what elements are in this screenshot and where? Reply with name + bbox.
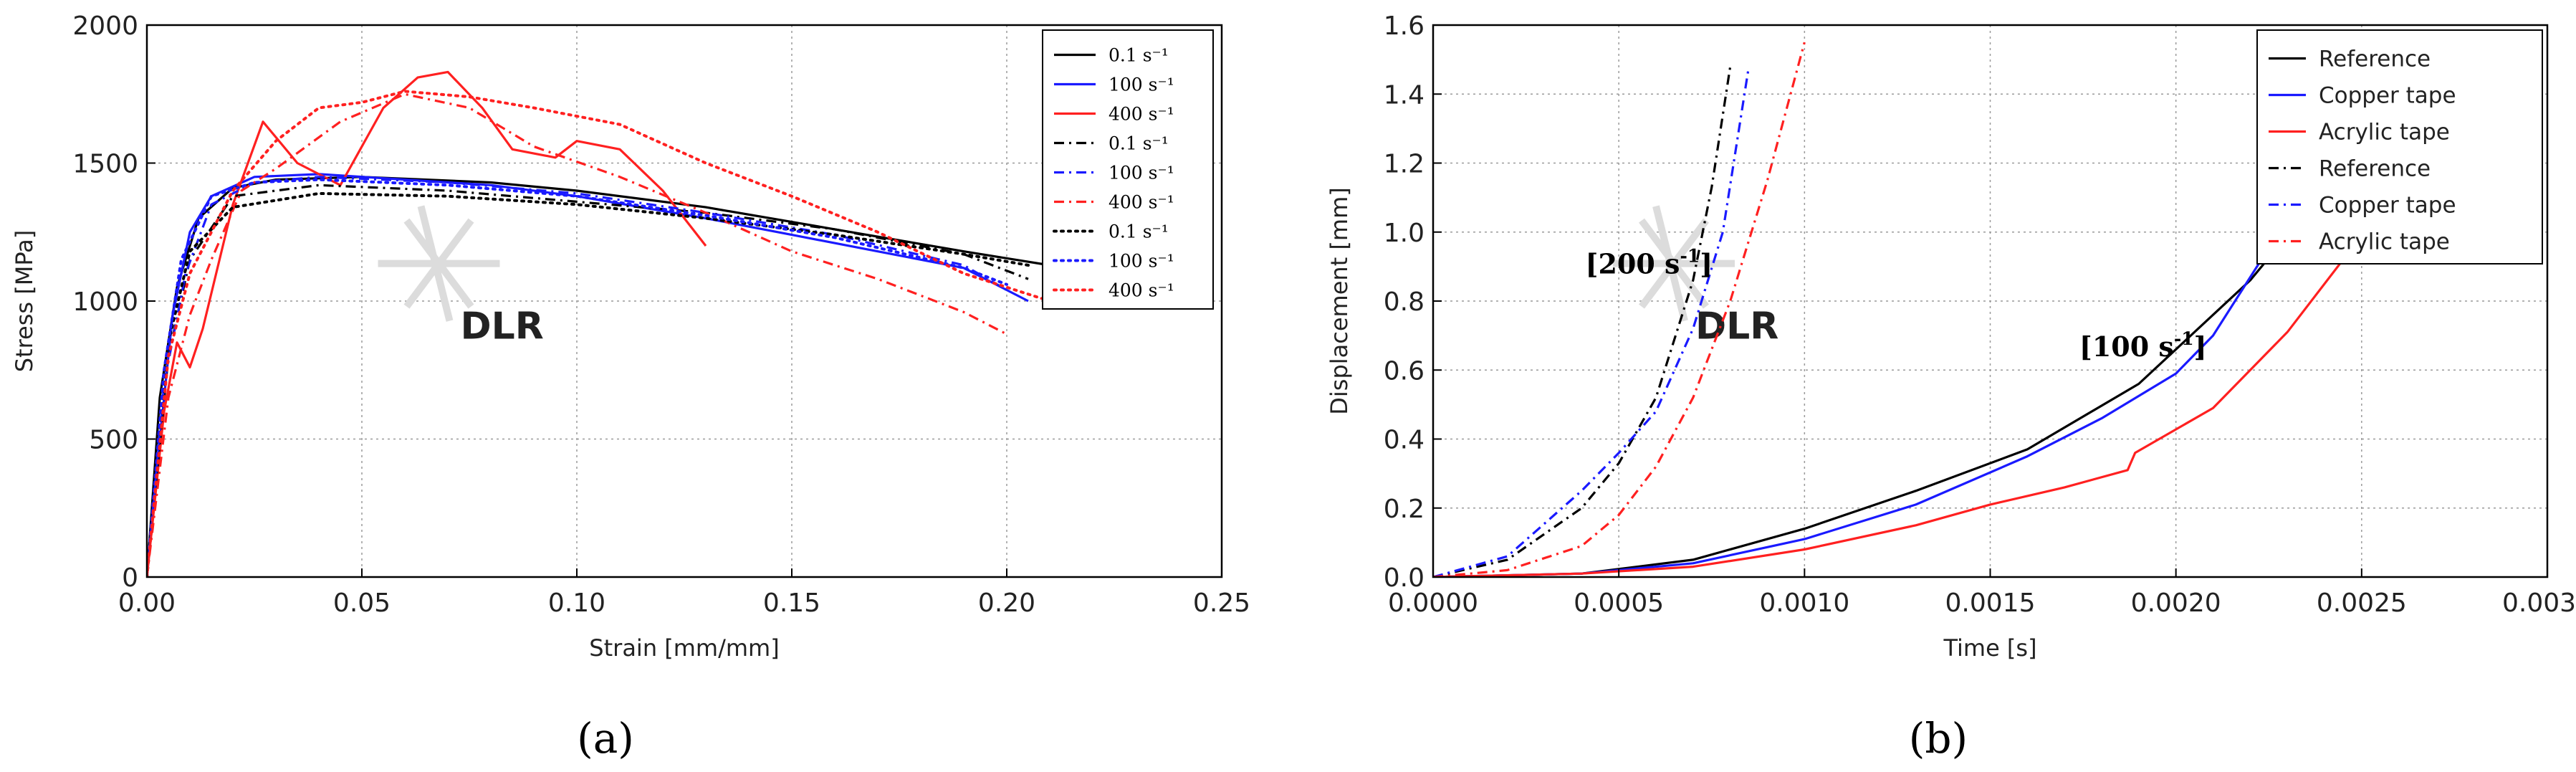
legend-label: 400 s⁻¹	[1109, 104, 1174, 125]
panel-b-displacement-time: DLR 0.0000 0.0005 0.0010 0.0015 0.0020 0.0025…	[1326, 11, 2576, 763]
legend-label: 100 s⁻¹	[1109, 163, 1174, 184]
watermark-text: DLR	[461, 305, 544, 348]
series-line-7	[147, 191, 1030, 577]
legend-box	[2256, 29, 2543, 265]
annotation-bracket: ]	[2194, 330, 2207, 363]
annotation-exponent: -1	[1680, 246, 1700, 267]
legend-label: Reference	[2319, 47, 2431, 72]
series-line-2	[147, 173, 1029, 577]
legend-box	[1042, 29, 1214, 310]
panel-b-y-axis-label: Displacement [mm]	[1326, 187, 1353, 414]
rate-annotation: [200 s-1]	[1586, 246, 1713, 280]
x-tick-label: 0.0025	[2317, 588, 2407, 618]
y-tick-label: 0.8	[1384, 287, 1425, 317]
legend-label: Acrylic tape	[2319, 120, 2450, 146]
panel-b-ticks: 0.0000 0.0005 0.0010 0.0015 0.0020 0.0025 0.00…	[1384, 11, 2576, 618]
panel-a-y-axis-label: Stress [MPa]	[11, 230, 38, 373]
panel-b-legend: Reference Copper tape Acrylic tape Referenc…	[2256, 29, 2543, 265]
y-tick-label: 1.4	[1384, 80, 1425, 110]
dlr-logo-icon	[378, 205, 500, 322]
x-tick-label: 0.05	[333, 588, 391, 618]
y-tick-label: 0	[122, 563, 138, 593]
x-tick-label: 0.10	[548, 588, 605, 618]
series-line-5	[147, 176, 1007, 577]
panel-a-stress-strain: DLR 0.00 0.05 0.10 0.15 0.20 0.25 0 500 1000 1500…	[11, 11, 1250, 763]
y-tick-label: 1.6	[1384, 11, 1425, 41]
legend-label: Reference	[2319, 156, 2431, 182]
y-tick-label: 1000	[72, 287, 138, 317]
legend-label: 0.1 s⁻¹	[1109, 133, 1169, 154]
x-tick-label: 0.15	[763, 588, 820, 618]
panel-b-annotations: [200 s-1][100 s-1]	[1586, 246, 2207, 363]
dlr-logo-icon	[1613, 205, 1735, 322]
annotation-exponent: -1	[2174, 328, 2194, 349]
y-tick-label: 2000	[72, 11, 138, 41]
rate-annotation: [100 s-1]	[2079, 328, 2207, 363]
x-tick-label: 0.0015	[1945, 588, 2036, 618]
series-line-3	[147, 70, 707, 577]
panel-b-x-axis-label: Time [s]	[1943, 634, 2036, 662]
series-line-1	[147, 176, 1050, 577]
series-line-1	[1433, 189, 2326, 577]
series-line-4	[1433, 66, 1732, 577]
x-tick-label: 0.0010	[1759, 588, 1849, 618]
legend-label: Copper tape	[2319, 83, 2456, 109]
y-tick-label: 1500	[72, 150, 138, 179]
y-tick-label: 0.4	[1384, 426, 1425, 455]
x-tick-label: 0.0000	[1388, 588, 1478, 618]
x-tick-label: 0.25	[1193, 588, 1250, 618]
y-tick-label: 0.0	[1384, 563, 1425, 593]
annotation-bracket: ]	[1700, 248, 1713, 280]
watermark-text: DLR	[1695, 305, 1778, 348]
annotation-text: [100 s	[2079, 330, 2174, 363]
series-line-5	[1433, 66, 1751, 577]
legend-label: Copper tape	[2319, 193, 2456, 219]
legend-label: 400 s⁻¹	[1109, 280, 1174, 301]
panel-b-dlr-watermark: DLR	[1613, 205, 1778, 348]
panel-b-series	[1433, 42, 2345, 577]
panel-a-series	[147, 70, 1051, 577]
series-line-8	[147, 178, 1008, 577]
y-tick-label: 1.0	[1384, 219, 1425, 248]
x-tick-label: 0.0020	[2131, 588, 2221, 618]
panel-a-caption: (a)	[577, 714, 634, 763]
legend-label: 0.1 s⁻¹	[1109, 45, 1169, 66]
legend-label: 100 s⁻¹	[1109, 251, 1174, 272]
panel-a-dlr-watermark: DLR	[378, 205, 544, 348]
panel-a-legend: 0.1 s⁻¹ 100 s⁻¹ 400 s⁻¹ 0.1 s⁻¹ 100 s⁻¹ 400 s…	[1042, 29, 1214, 310]
series-line-4	[147, 184, 1029, 577]
series-line-6	[1433, 42, 1806, 577]
series-line-2	[1433, 259, 2263, 577]
panel-a-ticks: 0.00 0.05 0.10 0.15 0.20 0.25 0 500 1000 1500 2000	[72, 11, 1250, 618]
legend-label: 400 s⁻¹	[1109, 192, 1174, 213]
x-tick-label: 0.20	[978, 588, 1035, 618]
series-line-6	[147, 92, 1007, 577]
legend-label: Acrylic tape	[2319, 229, 2450, 255]
y-tick-label: 0.6	[1384, 356, 1425, 386]
series-line-3	[1433, 259, 2345, 577]
legend-label: 100 s⁻¹	[1109, 75, 1174, 95]
y-tick-label: 0.2	[1384, 495, 1425, 524]
y-tick-label: 1.2	[1384, 150, 1425, 179]
panel-b-caption: (b)	[1909, 714, 1968, 763]
y-tick-label: 500	[89, 426, 138, 455]
series-line-9	[147, 90, 1051, 577]
annotation-text: [200 s	[1586, 248, 1680, 280]
x-tick-label: 0.00	[118, 588, 176, 618]
legend-label: 0.1 s⁻¹	[1109, 221, 1169, 242]
x-tick-label: 0.0005	[1574, 588, 1664, 618]
panel-a-x-axis-label: Strain [mm/mm]	[589, 634, 779, 662]
